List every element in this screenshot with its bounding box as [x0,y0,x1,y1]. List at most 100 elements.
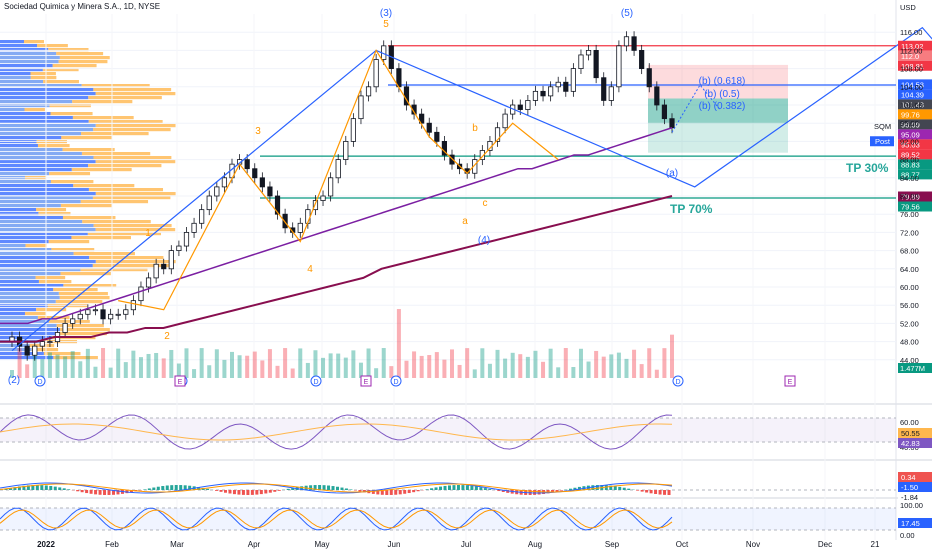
volume-profile-bar [0,276,36,279]
macd-histogram-bar [426,489,429,490]
stoch-scale-label: 100.00 [900,501,923,510]
macd-histogram-bar [220,490,223,492]
volume-profile-bar [37,44,68,47]
x-tick-label: Jul [461,540,471,549]
volume-profile-bar [0,132,81,135]
volume-profile-bar [43,80,79,83]
macd-histogram-bar [358,490,361,491]
volume-profile-bar [0,160,96,163]
candle-body [548,87,552,96]
macd-histogram-bar [470,486,473,490]
volume-profile-bar [0,172,49,175]
macd-histogram-bar [484,488,487,490]
macd-histogram-bar [260,490,263,494]
volume-profile-bar [0,292,59,295]
x-tick-label: Aug [528,540,542,549]
dividend-marker-label: D [675,379,680,386]
candle-body [647,69,651,87]
candle-body [579,55,583,69]
volume-bar [533,351,537,378]
macd-histogram-bar [417,490,420,491]
candle-body [169,251,173,269]
candle-body [162,264,166,269]
volume-bar [404,361,408,378]
volume-bar [230,352,234,378]
macd-histogram-bar [166,486,169,490]
chart-title: Sociedad Quimica y Minera S.A., 1D, NYSE [4,2,160,11]
volume-bar [313,350,317,378]
macd-histogram-bar [175,485,178,490]
volume-profile-bar [96,92,176,95]
volume-profile-bar [49,320,90,323]
candle-body [617,46,621,87]
volume-bar [655,370,659,378]
candle-body [344,141,348,159]
macd-histogram-bar [618,487,621,490]
candle-body [184,232,188,246]
volume-profile-bar [0,260,96,263]
volume-profile-bar [0,252,74,255]
volume-bar [222,360,226,378]
volume-bar [397,309,401,378]
volume-profile-bar [0,112,50,115]
volume-profile-bar [81,200,148,203]
x-tick-label: Feb [105,540,119,549]
volume-profile-bar [0,128,93,131]
macd-histogram-bar [251,490,254,495]
volume-bar [374,368,378,378]
volume-profile-bar [38,212,70,215]
wave-label-blue: (b) (0.618) [699,76,746,87]
macd-histogram-bar [278,490,281,491]
y-tick-label: 60.00 [900,283,919,292]
volume-profile-bar [0,60,59,63]
macd-histogram-bar [94,490,97,494]
volume-bar [200,348,204,378]
candle-body [245,160,249,169]
volume-bar [617,353,621,378]
volume-bar [662,348,666,378]
volume-profile-bar [96,124,176,127]
volume-profile-bar [0,312,25,315]
macd-histogram-bar [237,490,240,495]
volume-profile-bar [24,40,44,43]
rsi-scale-label: 60.00 [900,418,919,427]
volume-bar [18,348,22,378]
volume-profile-bar [59,60,108,63]
volume-bar [473,369,477,378]
wave-label-orange: 5 [383,19,389,30]
volume-profile-bar [49,240,90,243]
volume-profile-bar [25,244,46,247]
macd-histogram-bar [408,490,411,493]
volume-bar [351,350,355,378]
volume-bar [276,366,280,378]
volume-bar [518,354,522,378]
macd-histogram-bar [242,490,245,495]
macd-histogram-bar [439,487,442,490]
volume-profile-bar [0,216,63,219]
candle-body [154,264,158,278]
macd-histogram-bar [444,486,447,490]
post-tag-label: Post [875,137,891,146]
volume-profile-bar [0,44,37,47]
candle-body [63,323,67,332]
macd-histogram-bar [412,490,415,492]
y-tick-label: 56.00 [900,301,919,310]
candle-body [116,314,120,315]
volume-bar [63,356,67,378]
macd-histogram-bar [99,490,102,495]
volume-profile-bar [0,52,56,55]
macd-histogram-bar [90,490,93,494]
volume-bar [367,348,371,378]
y-tick-label: 108.00 [900,65,923,74]
wave-label-blue: (5) [621,8,633,19]
volume-bar [442,360,446,378]
volume-bar [131,351,135,378]
volume-profile-bar [39,280,71,283]
y-tick-label: 64.00 [900,265,919,274]
macd-histogram-bar [264,490,267,493]
volume-bar [450,349,454,378]
stoch-scale-label: 0.00 [900,531,915,540]
volume-profile-bar [51,180,93,183]
macd-histogram-bar [255,490,258,495]
